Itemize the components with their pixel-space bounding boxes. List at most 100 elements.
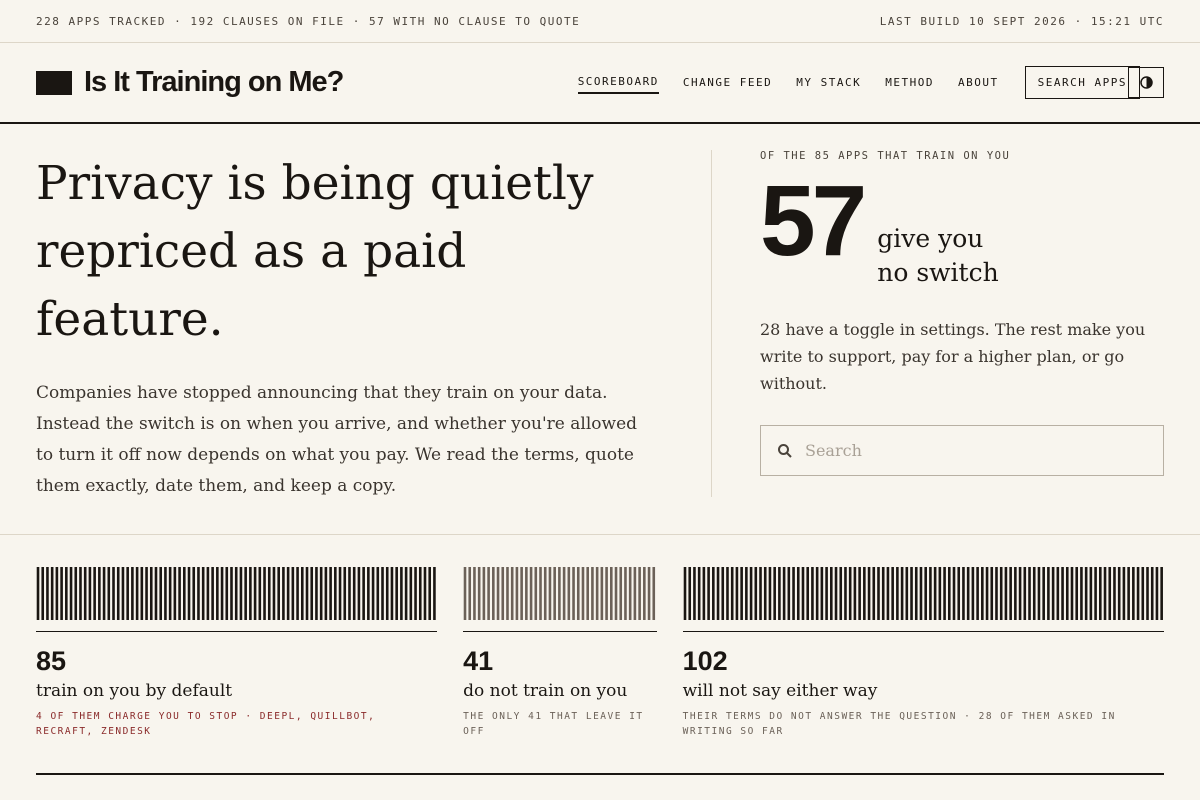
top-bar-build: LAST BUILD 10 SEPT 2026 · 15:21 UTC xyxy=(879,14,1164,28)
stripe xyxy=(577,567,580,620)
logo[interactable] xyxy=(36,70,72,95)
stripe xyxy=(1075,567,1078,620)
rule xyxy=(682,631,1164,632)
stripe xyxy=(60,567,63,620)
stripe xyxy=(843,567,847,620)
stripe xyxy=(909,567,913,620)
nav-link[interactable]: ABOUT xyxy=(958,76,999,89)
stripe xyxy=(924,567,927,620)
stripe xyxy=(343,567,347,620)
stripe xyxy=(272,567,276,620)
stripe xyxy=(1004,567,1007,620)
search-button[interactable]: SEARCH APPS xyxy=(1024,66,1140,99)
stripe xyxy=(744,567,748,620)
stripe xyxy=(149,567,153,620)
stat-value: 41 xyxy=(463,646,494,676)
stripe xyxy=(1056,567,1059,620)
stripe xyxy=(385,567,389,620)
stripe xyxy=(404,567,408,620)
stripe xyxy=(839,567,842,620)
stripe xyxy=(1145,567,1149,620)
stripe xyxy=(83,567,87,620)
search-placeholder: Search xyxy=(805,441,862,460)
stripe xyxy=(1008,567,1012,620)
stripe xyxy=(183,567,186,620)
stripe xyxy=(428,567,432,620)
stripe xyxy=(1070,567,1073,620)
stripe xyxy=(126,567,129,620)
stripe xyxy=(683,567,686,620)
theme-toggle[interactable] xyxy=(1128,67,1164,98)
summary-body: 28 have a toggle in settings. The rest m… xyxy=(760,320,1146,393)
divider xyxy=(0,534,1200,535)
stripe xyxy=(961,567,965,620)
stripe xyxy=(423,567,427,620)
stripe xyxy=(853,567,856,620)
stripe xyxy=(1084,567,1088,620)
stripe xyxy=(605,567,609,620)
stripe xyxy=(69,567,73,620)
stripe xyxy=(211,567,214,620)
stripe xyxy=(553,567,557,620)
stripe xyxy=(725,567,729,620)
nav-link[interactable]: SCOREBOARD xyxy=(577,71,659,94)
stat-note: THE ONLY 41 THAT LEAVE IT OFF xyxy=(463,711,644,737)
stripe xyxy=(985,567,988,620)
nav-link[interactable]: CHANGE FEED xyxy=(682,76,773,89)
stripe xyxy=(492,567,495,620)
stripe xyxy=(857,567,861,620)
stripe xyxy=(487,567,491,620)
stat-note: 4 OF THEM CHARGE YOU TO STOP · DEEPL, QU… xyxy=(36,711,376,737)
stripe xyxy=(652,567,656,620)
stripe xyxy=(324,567,328,620)
stripe xyxy=(164,567,167,620)
stripe xyxy=(400,567,403,620)
stripe xyxy=(581,567,585,620)
stripe xyxy=(688,567,691,620)
stripe xyxy=(633,567,637,620)
stripe xyxy=(116,567,120,620)
stripe xyxy=(994,567,998,620)
stripe xyxy=(820,567,823,620)
stripe xyxy=(834,567,837,620)
stripe xyxy=(357,567,361,620)
stripe xyxy=(520,567,524,620)
stripe xyxy=(291,567,295,620)
stripe xyxy=(192,567,196,620)
stripe xyxy=(529,567,533,620)
stripe xyxy=(697,567,701,620)
stripe xyxy=(206,567,210,620)
stripe xyxy=(692,567,696,620)
stripe xyxy=(591,567,594,620)
stripe xyxy=(506,567,509,620)
nav-link[interactable]: MY STACK xyxy=(796,76,862,89)
stripe xyxy=(418,567,422,620)
stripe xyxy=(414,567,417,620)
stripe xyxy=(706,567,710,620)
search-input[interactable]: Search xyxy=(760,425,1164,476)
stripe xyxy=(768,567,771,620)
stripe xyxy=(815,567,819,620)
stripe xyxy=(567,567,571,620)
stripe xyxy=(572,567,575,620)
stripe xyxy=(277,567,280,620)
stripe xyxy=(942,567,946,620)
stripe xyxy=(721,567,724,620)
site-title[interactable]: Is It Training on Me? xyxy=(84,66,344,98)
stripe xyxy=(749,567,752,620)
stripe xyxy=(966,567,970,620)
stat: 85 train on you by default 4 OF THEM CHARG… xyxy=(36,567,438,739)
nav-link[interactable]: METHOD xyxy=(885,76,935,89)
stripe xyxy=(1141,567,1144,620)
stripe xyxy=(216,567,219,620)
stripe xyxy=(980,567,984,620)
stripe xyxy=(482,567,486,620)
stat: 41 do not train on you THE ONLY 41 THAT LE… xyxy=(463,567,657,739)
stripe xyxy=(905,567,908,620)
stripe xyxy=(46,567,49,620)
stripe xyxy=(286,567,290,620)
hero: Privacy is being quietly repriced as a p… xyxy=(36,150,656,502)
stripe-bar xyxy=(36,567,436,620)
summary: OF THE 85 APPS THAT TRAIN ON YOU 57 give… xyxy=(760,150,1164,476)
stripe xyxy=(796,567,800,620)
